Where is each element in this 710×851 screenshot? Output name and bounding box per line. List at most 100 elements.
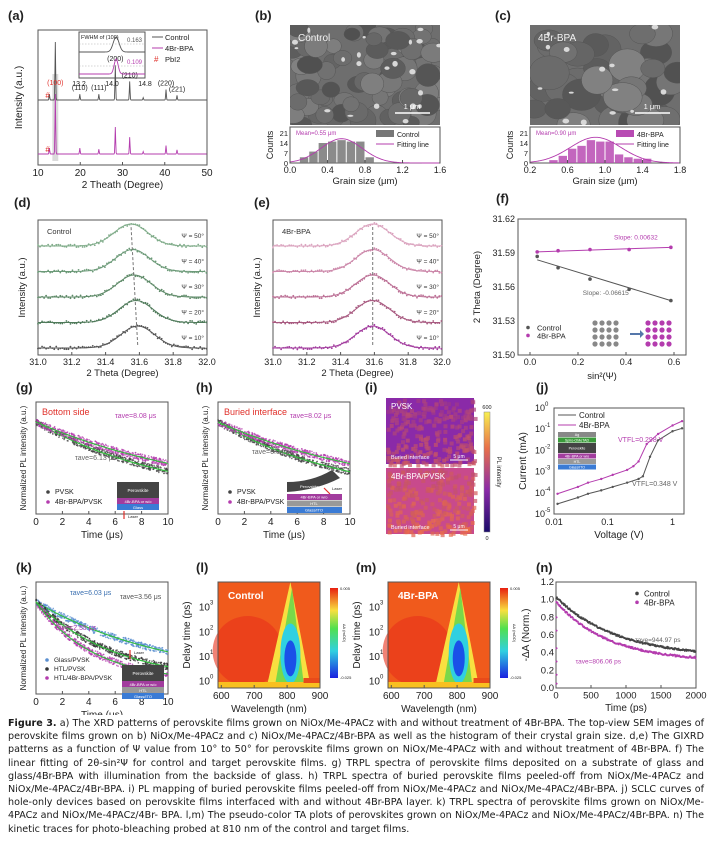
pl-map-pixel	[455, 516, 460, 521]
pl-map-pixel	[388, 463, 393, 468]
iv-data-point	[671, 430, 674, 433]
iv-data-point	[625, 468, 629, 472]
gixrd-data-point	[138, 275, 141, 278]
trpl-data-point	[297, 454, 299, 457]
schematic-layer-label: Glass/ITO	[569, 466, 585, 470]
pl-map-pixel	[388, 490, 393, 495]
gixrd-data-point	[280, 295, 283, 297]
pl-map-pixel	[423, 402, 428, 407]
pl-map-pixel	[443, 424, 448, 429]
lattice-atom-control	[592, 334, 598, 340]
trpl-data-point	[133, 640, 136, 643]
gixrd-data-point	[434, 294, 437, 297]
gixrd-data-point	[162, 290, 165, 292]
gixrd-data-point	[286, 271, 289, 273]
pl-map-pixel	[418, 418, 423, 423]
pl-map-pixel	[395, 457, 400, 462]
y-tick-label: 31.53	[492, 316, 515, 326]
gixrd-data-point	[436, 348, 439, 351]
trpl-data-point	[88, 638, 91, 640]
gixrd-data-point	[326, 295, 329, 298]
gixrd-data-point	[432, 348, 435, 350]
trpl-data-point	[44, 429, 46, 431]
trpl-data-point	[81, 622, 83, 624]
trpl-data-point	[231, 428, 234, 431]
gixrd-data-point	[373, 300, 376, 303]
legend-marker	[526, 333, 530, 338]
trpl-data-point	[127, 654, 130, 656]
trpl-data-point	[329, 455, 332, 458]
trpl-data-point	[89, 448, 91, 450]
gixrd-data-point	[170, 319, 173, 321]
gixrd-data-point	[383, 227, 386, 230]
trpl-data-point	[285, 443, 288, 446]
trpl-data-point	[129, 463, 131, 466]
gixrd-data-point	[304, 296, 307, 299]
trpl-data-point	[56, 628, 59, 631]
gixrd-data-point	[385, 331, 388, 334]
trpl-data-point	[79, 624, 82, 627]
trpl-data-point	[86, 443, 88, 446]
gixrd-data-point	[142, 275, 145, 278]
peak-shift-guide	[130, 224, 139, 346]
gixrd-data-point	[99, 346, 102, 348]
x-tick-label: 50	[201, 168, 213, 179]
gixrd-data-point	[310, 269, 313, 272]
trpl-data-point	[153, 461, 156, 463]
trpl-data-point	[156, 463, 158, 465]
trpl-data-point	[309, 451, 311, 454]
trpl-data-point	[45, 604, 48, 607]
gixrd-data-point	[357, 254, 360, 257]
gixrd-data-point	[300, 296, 303, 298]
gixrd-data-point	[276, 321, 278, 324]
schematic-layer	[117, 498, 159, 504]
pl-map-pixel	[424, 442, 429, 447]
pl-map-pixel	[435, 472, 440, 477]
pl-map-pixel	[413, 492, 418, 497]
slope-label: Slope: -0.06615	[583, 290, 629, 297]
pl-map-pixel	[461, 505, 466, 510]
gixrd-data-point	[280, 322, 283, 325]
gixrd-data-point	[168, 294, 171, 296]
gixrd-data-point	[104, 343, 106, 346]
pl-map-pixel	[472, 505, 477, 510]
gixrd-data-point	[316, 244, 319, 246]
sem-bright-particle	[609, 111, 616, 115]
gixrd-data-point	[302, 348, 305, 351]
gixrd-data-point	[336, 294, 339, 297]
pl-map-pixel	[432, 513, 437, 518]
trpl-data-point	[140, 641, 143, 644]
gixrd-data-point	[181, 271, 183, 274]
gixrd-data-point	[175, 294, 177, 297]
x-tick-label: 4	[86, 517, 92, 528]
pl-map-pixel	[415, 522, 420, 527]
pl-map-pixel	[469, 425, 474, 430]
trpl-data-point	[270, 448, 273, 451]
gixrd-data-point	[440, 320, 443, 322]
gixrd-data-point	[300, 269, 303, 272]
trpl-data-point	[115, 452, 118, 455]
gixrd-data-point	[93, 345, 96, 348]
gixrd-data-point	[385, 228, 388, 231]
trpl-data-point	[132, 463, 134, 466]
gixrd-data-point	[322, 271, 325, 273]
gixrd-data-point	[395, 286, 398, 289]
sem-bright-particle	[546, 31, 550, 36]
gixrd-data-point	[328, 346, 331, 349]
y-tick-label: 10	[535, 467, 545, 477]
gixrd-data-point	[172, 294, 175, 297]
trpl-data-point	[316, 457, 318, 459]
trpl-data-point	[47, 431, 50, 433]
gixrd-data-point	[152, 284, 155, 287]
trpl-data-point	[48, 429, 50, 431]
pl-map-pixel	[455, 425, 460, 430]
pl-map-pixel	[431, 410, 436, 415]
gixrd-data-point	[47, 269, 50, 272]
pl-map-pixel	[408, 413, 413, 418]
panel-label-c: (c)	[495, 8, 511, 23]
gixrd-data-point	[426, 322, 429, 325]
trpl-data-point	[141, 461, 144, 464]
trpl-data-point	[315, 452, 318, 454]
gixrd-data-point	[324, 270, 327, 273]
trpl-data-point	[337, 471, 340, 473]
